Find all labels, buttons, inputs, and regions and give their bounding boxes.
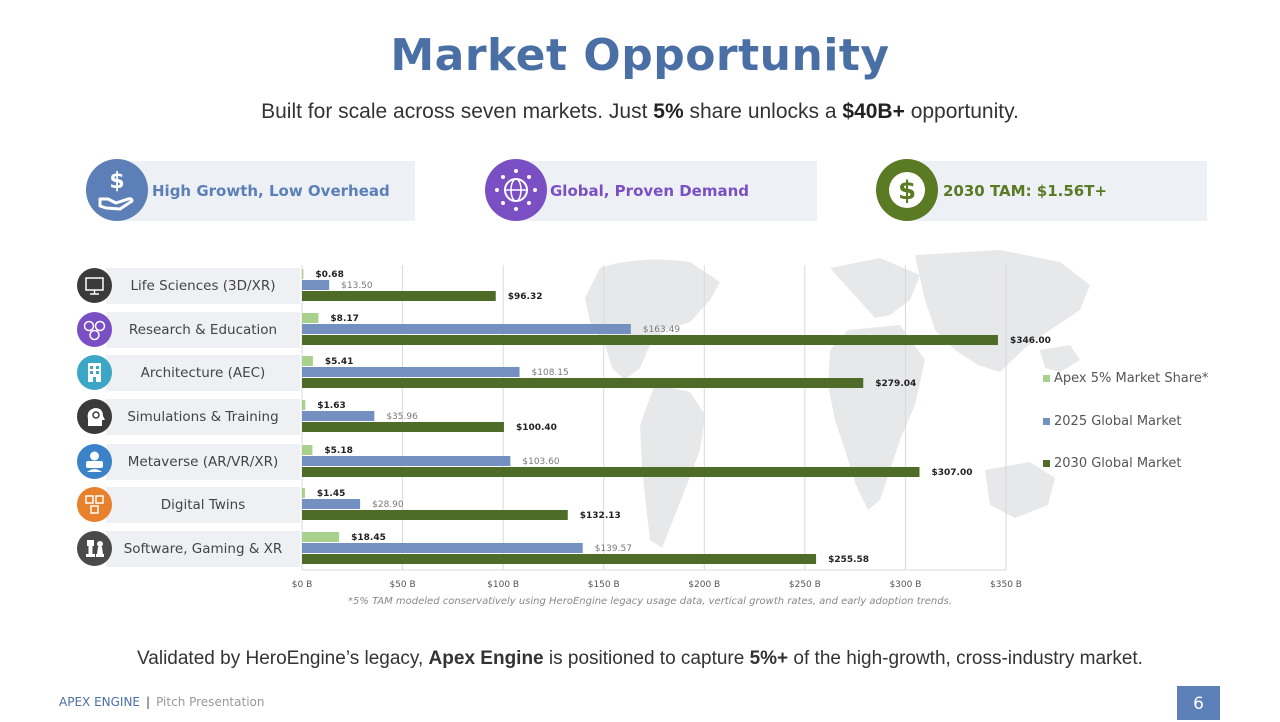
category-label: Architecture (AEC): [106, 355, 300, 391]
data-label: $132.13: [580, 511, 621, 521]
category-label: Research & Education: [106, 312, 300, 348]
bar: [302, 499, 361, 509]
data-label: $139.57: [595, 544, 632, 554]
data-label: $5.41: [325, 357, 353, 367]
bar: [302, 456, 511, 466]
bar: [302, 488, 305, 498]
data-label: $100.40: [516, 423, 557, 433]
highlight-card-demand: Global, Proven Demand: [515, 161, 817, 221]
data-label: $163.49: [643, 325, 680, 335]
bar: [302, 554, 817, 564]
svg-text:$: $: [898, 176, 916, 206]
bar: [302, 324, 631, 334]
bottom-statement: Validated by HeroEngine’s legacy, Apex E…: [137, 648, 1143, 669]
bar: [302, 335, 998, 345]
chess-icon: [77, 531, 112, 566]
lab-monitor-icon: [77, 268, 112, 303]
category-label: Life Sciences (3D/XR): [106, 268, 300, 304]
highlight-card-tam: 2030 TAM: $1.56T+: [905, 161, 1207, 221]
category-label: Simulations & Training: [106, 399, 300, 435]
world-map-background: [585, 250, 1090, 548]
data-label: $5.18: [324, 446, 352, 456]
data-label: $255.58: [828, 555, 869, 565]
head-gear-icon: [77, 399, 112, 434]
bar: [302, 378, 864, 388]
building-icon: [77, 355, 112, 390]
brand-name: APEX ENGINE: [59, 695, 141, 709]
data-label: $18.45: [351, 533, 386, 543]
dollar-coin-icon: $: [876, 159, 938, 221]
bar: [302, 367, 520, 377]
data-label: $108.15: [532, 368, 569, 378]
data-label: $13.50: [341, 281, 373, 291]
subtitle: Built for scale across seven markets. Ju…: [261, 100, 1019, 123]
legend-label: 2030 Global Market: [1054, 456, 1182, 471]
data-label: $28.90: [372, 500, 404, 510]
footer-separator: |: [146, 695, 151, 709]
bar: [302, 291, 496, 301]
x-tick-label: $250 B: [789, 580, 821, 590]
x-tick-label: $100 B: [487, 580, 519, 590]
x-tick-label: $0 B: [292, 580, 313, 590]
bar: [302, 313, 319, 323]
data-label: $307.00: [932, 468, 973, 478]
data-label: $103.60: [522, 457, 559, 467]
highlight-label-demand: Global, Proven Demand: [550, 182, 750, 200]
page-title: Market Opportunity: [390, 30, 890, 81]
legend-swatch: [1043, 460, 1050, 467]
bar: [302, 280, 330, 290]
data-label: $1.63: [317, 401, 345, 411]
bar: [302, 400, 306, 410]
globe-network-icon: [485, 159, 547, 221]
x-tick-label: $150 B: [588, 580, 620, 590]
bar: [302, 356, 313, 366]
x-tick-label: $200 B: [688, 580, 720, 590]
legend-swatch: [1043, 375, 1050, 382]
data-label: $35.96: [386, 412, 418, 422]
data-label: $279.04: [875, 379, 916, 389]
footer-brand: APEX ENGINE | Pitch Presentation: [59, 695, 264, 709]
data-label: $96.32: [508, 292, 543, 302]
page-number: 6: [1177, 686, 1220, 720]
data-label: $346.00: [1010, 336, 1051, 346]
research-bubbles-icon: [77, 312, 112, 347]
cubes-icon: [77, 487, 112, 522]
category-label: Digital Twins: [106, 487, 300, 523]
legend-label: Apex 5% Market Share*: [1054, 371, 1209, 386]
chart-footnote: *5% TAM modeled conservatively using Her…: [348, 596, 952, 607]
data-label: $0.68: [315, 270, 343, 280]
bar: [302, 411, 375, 421]
highlight-card-growth: High Growth, Low Overhead: [120, 161, 415, 221]
data-label: $1.45: [317, 489, 345, 499]
vr-headset-icon: [77, 444, 112, 479]
dollar-hand-icon: $: [86, 159, 148, 221]
x-tick-label: $300 B: [889, 580, 921, 590]
highlight-label-tam: 2030 TAM: $1.56T+: [943, 182, 1108, 200]
data-label: $8.17: [330, 314, 358, 324]
bar: [302, 510, 568, 520]
bar: [302, 532, 340, 542]
category-label: Metaverse (AR/VR/XR): [106, 444, 300, 480]
bar: [302, 543, 583, 553]
bar: [302, 467, 920, 477]
legend-label: 2025 Global Market: [1054, 414, 1182, 429]
highlight-label-growth: High Growth, Low Overhead: [152, 182, 390, 200]
footer-doc-name: Pitch Presentation: [156, 695, 265, 709]
bar: [302, 445, 313, 455]
bar: [302, 269, 304, 279]
x-tick-label: $50 B: [389, 580, 415, 590]
bar: [302, 422, 504, 432]
legend-swatch: [1043, 418, 1050, 425]
x-tick-label: $350 B: [990, 580, 1022, 590]
category-label: Software, Gaming & XR: [106, 531, 300, 567]
svg-text:$: $: [109, 169, 124, 194]
